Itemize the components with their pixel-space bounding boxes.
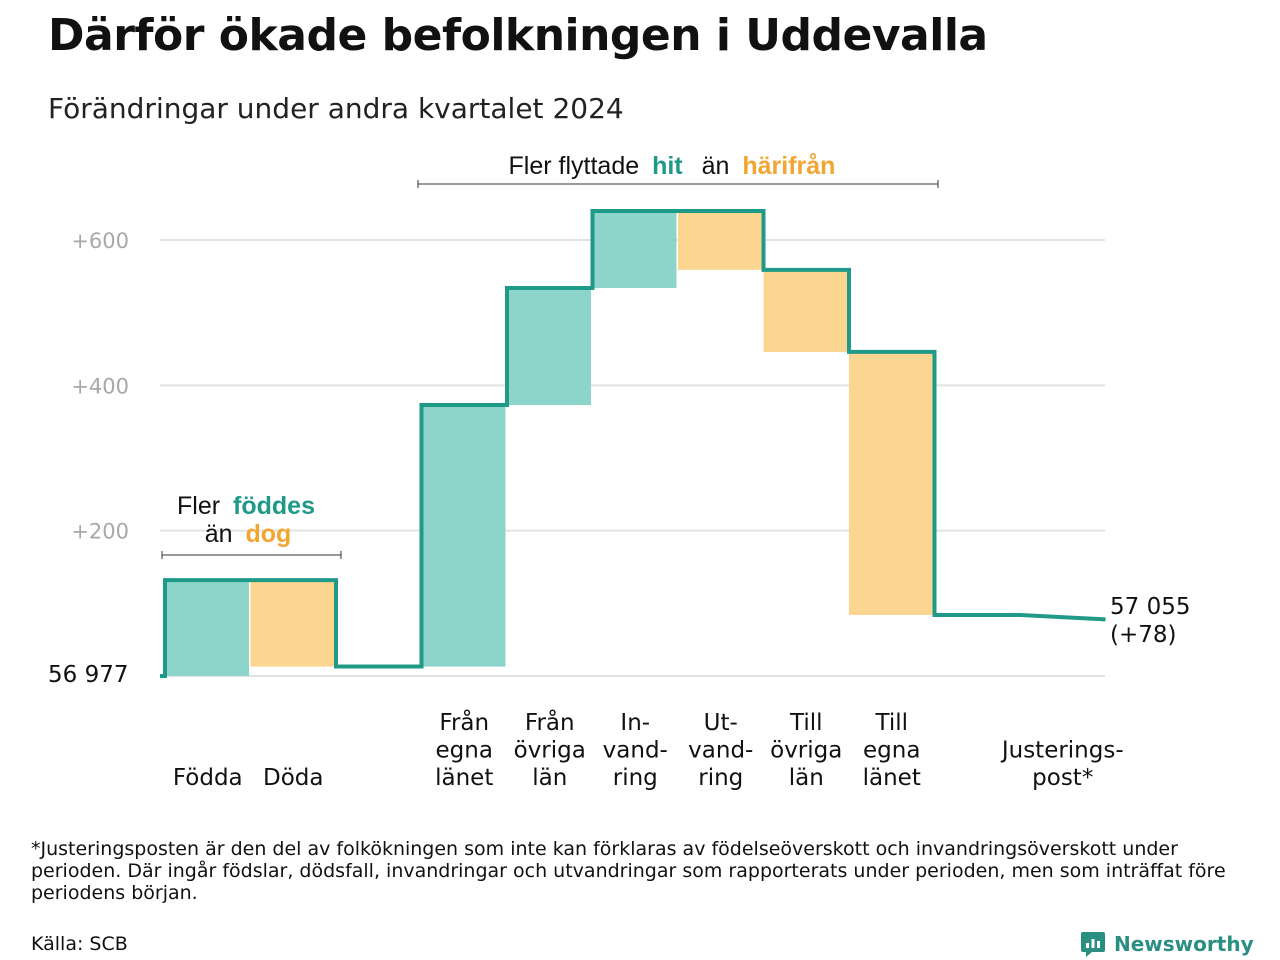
category-label: egna [863,738,920,764]
category-label: länet [863,765,921,791]
waterfall-bar [421,404,506,667]
brand-name: Newsworthy [1114,932,1254,956]
brand-logo: Newsworthy [1080,930,1254,958]
waterfall-bar [678,210,762,270]
end-value-label: 57 055 [1110,594,1190,620]
y-tick-label: +200 [71,520,129,544]
svg-text:Fler flyttade hit: Fler flyttade hit än härifrån [509,152,836,180]
cumulative-step-line [160,208,1106,678]
category-label: Till [874,710,908,736]
category-label: vand- [688,738,753,764]
category-label: länet [435,765,493,791]
migration-annotation-up: hit [652,152,683,180]
end-change-label: (+78) [1110,622,1176,648]
category-label: In- [620,710,650,736]
category-labels: Födda DödaFrånegnalänetFrånövrigalänIn-va… [173,708,1124,791]
category-label: ring [613,765,658,791]
newsworthy-logo-icon [1081,932,1105,957]
birth-annotation-down: dog [245,520,291,548]
category-label: Födda [173,765,243,791]
category-label: Från [525,708,575,736]
category-label: län [789,765,824,791]
gridlines: +200 +400 +600 [71,229,1105,677]
svg-text:Fler föddes: Fler föddes [177,492,315,520]
category-label: Döda [263,765,323,791]
waterfall-bar [592,210,677,288]
birth-annotation-mid: än [205,520,233,548]
chart-title: Därför ökade befolkningen i Uddevalla [48,10,988,61]
chart-subtitle: Förändringar under andra kvartalet 2024 [48,92,624,125]
bars [165,210,933,676]
y-tick-label: +600 [71,229,129,253]
source-note: Källa: SCB [31,933,128,955]
waterfall-bar [250,580,335,667]
category-label: Från [439,708,489,736]
step-line [160,208,1106,678]
start-value-label: 56 977 [48,662,128,688]
category-label: vand- [603,738,668,764]
waterfall-chart: +200+400+600 Födda DödaFrånegnalänetFrånö… [48,152,1190,791]
category-label: ring [698,765,743,791]
migration-annotation-down: härifrån [742,152,835,180]
birth-annotation-up: föddes [233,492,315,520]
waterfall-bar [763,269,848,352]
category-label: övriga [514,738,586,764]
waterfall-bar [849,351,933,615]
category-label: egna [436,738,493,764]
waterfall-bar [165,580,249,676]
migration-annotation-prefix: Fler flyttade [509,152,640,180]
footnote: *Justeringsposten är den del av folkökni… [31,838,1226,904]
birth-annotation: Fler föddes än dog [161,492,342,559]
category-label: län [532,765,567,791]
birth-annotation-prefix: Fler [177,492,220,520]
category-label: post* [1032,765,1093,791]
category-label: Till [789,710,823,736]
svg-text:än dog: än dog [205,520,292,548]
category-label: övriga [770,738,842,764]
category-label: Justerings- [1000,738,1124,764]
migration-annotation: Fler flyttade hit än härifrån [417,152,939,188]
migration-annotation-mid: än [702,152,730,180]
category-label: Ut- [704,710,738,736]
y-tick-label: +400 [71,374,129,398]
waterfall-bar [507,287,591,405]
